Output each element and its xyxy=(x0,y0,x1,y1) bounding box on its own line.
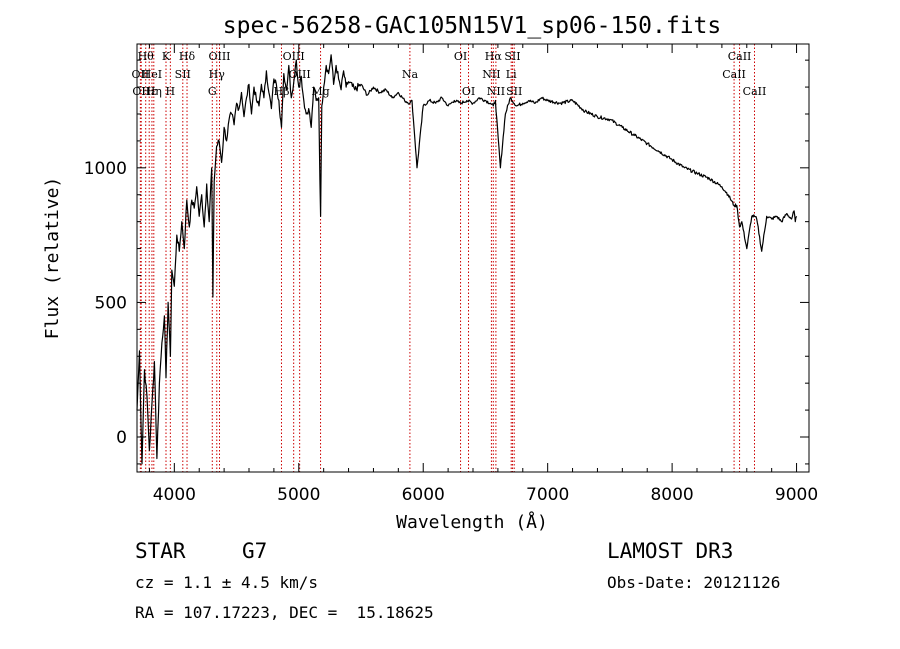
line-label-28: CaII xyxy=(743,85,767,98)
line-label-4: Hη xyxy=(146,85,162,98)
line-label-14: OIII xyxy=(283,50,305,63)
line-label-25: SII xyxy=(506,85,522,98)
line-label-20: NII xyxy=(482,68,500,81)
line-label-18: OI xyxy=(454,50,467,63)
line-label-19: OI xyxy=(462,85,475,98)
line-label-17: Na xyxy=(402,68,419,81)
y-tick-label: 0 xyxy=(116,428,127,448)
subclass: G7 xyxy=(242,539,268,563)
x-tick-label: 5000 xyxy=(277,485,320,505)
spectral-line-markers xyxy=(139,44,755,472)
x-tick-label: 7000 xyxy=(526,485,569,505)
y-tick-label: 500 xyxy=(95,293,127,313)
y-axis-label: Flux (relative) xyxy=(42,177,63,340)
line-label-12: OIII xyxy=(208,50,230,63)
survey-name: LAMOST DR3 xyxy=(607,539,734,563)
x-tick-label: 9000 xyxy=(775,485,818,505)
line-label-21: Hα xyxy=(485,50,503,63)
line-label-7: H xyxy=(166,85,176,98)
chart-title: spec-56258-GAC105N15V1_sp06-150.fits xyxy=(223,13,722,39)
y-axis: 0 500 1000 xyxy=(84,59,809,465)
line-label-27: CaII xyxy=(728,50,752,63)
line-label-8: SII xyxy=(175,68,191,81)
line-label-15: OIII xyxy=(289,68,311,81)
line-label-11: Hγ xyxy=(209,68,226,81)
x-tick-label: 8000 xyxy=(650,485,693,505)
line-label-6: K xyxy=(162,50,171,63)
line-label-24: SII xyxy=(504,50,520,63)
obs-date: Obs-Date: 20121126 xyxy=(607,573,781,592)
spectral-line-labels: HθOIIOIIHεHηHeIKHSIIHδGHγOIIIHβOIIIOIIIM… xyxy=(132,50,767,98)
line-label-26: CaII xyxy=(722,68,746,81)
spectrum-line xyxy=(136,54,798,465)
line-label-1: OII xyxy=(132,68,150,81)
x-tick-label: 4000 xyxy=(153,485,196,505)
x-axis-label: Wavelength (Å) xyxy=(396,511,548,533)
line-label-0: Hθ xyxy=(138,50,155,63)
line-label-9: Hδ xyxy=(179,50,196,63)
velocity: cz = 1.1 ± 4.5 km/s xyxy=(135,573,319,592)
line-label-22: NII xyxy=(487,85,505,98)
line-label-10: G xyxy=(208,85,217,98)
x-axis: 4000 5000 6000 7000 8000 9000 xyxy=(148,44,818,505)
line-label-5: HeI xyxy=(142,68,162,81)
coordinates: RA = 107.17223, DEC = 15.18625 xyxy=(135,603,434,622)
line-label-23: Li xyxy=(506,68,517,81)
y-tick-label: 1000 xyxy=(84,159,127,179)
object-class: STAR xyxy=(135,539,186,563)
x-tick-label: 6000 xyxy=(402,485,445,505)
line-label-3: Hε xyxy=(142,85,158,98)
